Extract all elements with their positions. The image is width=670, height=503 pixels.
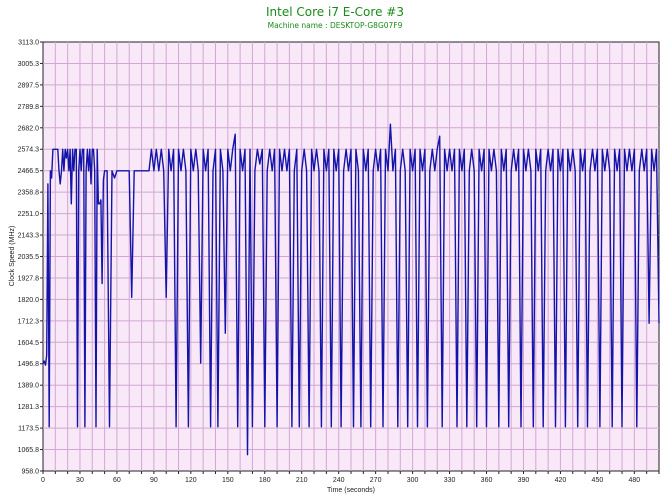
- x-tick-label: 0: [41, 477, 45, 484]
- x-tick-label: 60: [113, 477, 121, 484]
- x-tick-label: 90: [150, 477, 158, 484]
- x-tick-label: 150: [222, 477, 234, 484]
- y-tick-label: 958.0: [21, 469, 39, 476]
- y-tick-label: 2789.8: [18, 104, 40, 111]
- chart-title: Intel Core i7 E-Core #3: [266, 5, 404, 19]
- x-tick-label: 300: [407, 477, 419, 484]
- x-tick-label: 120: [185, 477, 197, 484]
- y-tick-label: 1173.5: [18, 426, 39, 433]
- y-tick-label: 2143.3: [18, 233, 40, 240]
- x-tick-label: 420: [555, 477, 567, 484]
- x-tick-label: 30: [76, 477, 84, 484]
- y-tick-label: 1065.8: [18, 447, 40, 454]
- y-tick-label: 3113.0: [18, 40, 39, 47]
- y-tick-label: 2358.8: [18, 190, 40, 197]
- x-tick-label: 210: [296, 477, 308, 484]
- y-axis-ticks: 958.0 1065.8 1173.5 1281.3 1389.0 1496.8 1604.…: [18, 40, 43, 476]
- x-tick-label: 360: [481, 477, 493, 484]
- x-tick-label: 330: [444, 477, 456, 484]
- y-tick-label: 1927.8: [18, 275, 40, 282]
- y-tick-label: 1712.3: [18, 318, 40, 325]
- y-tick-label: 2574.3: [18, 147, 40, 154]
- y-tick-label: 2682.0: [18, 125, 40, 132]
- y-tick-label: 2251.0: [18, 211, 40, 218]
- y-tick-label: 1496.8: [18, 361, 40, 368]
- x-tick-label: 240: [333, 477, 345, 484]
- x-tick-label: 450: [592, 477, 604, 484]
- y-tick-label: 2466.5: [18, 168, 40, 175]
- y-tick-label: 1820.0: [18, 297, 40, 304]
- x-axis-ticks: 0 30 60 90 120 150 180 210 240 270 300 330 360 390 420…: [41, 471, 660, 484]
- series-line: [42, 123, 660, 456]
- x-tick-label: 180: [259, 477, 271, 484]
- x-axis-label: Time (seconds): [327, 487, 375, 494]
- y-tick-label: 2897.5: [18, 82, 40, 89]
- y-tick-label: 1389.0: [18, 383, 40, 390]
- y-tick-label: 3005.3: [18, 61, 40, 68]
- x-tick-label: 480: [629, 477, 641, 484]
- x-tick-label: 270: [370, 477, 382, 484]
- x-tick-label: 390: [518, 477, 530, 484]
- y-axis-label: Clock Speed (MHz): [9, 226, 16, 287]
- y-tick-label: 1281.3: [18, 404, 40, 411]
- y-tick-label: 1604.5: [18, 340, 40, 347]
- chart-subtitle: Machine name : DESKTOP-G8G07F9: [268, 21, 403, 30]
- series-lines: [42, 123, 660, 456]
- y-tick-label: 2035.5: [18, 254, 40, 261]
